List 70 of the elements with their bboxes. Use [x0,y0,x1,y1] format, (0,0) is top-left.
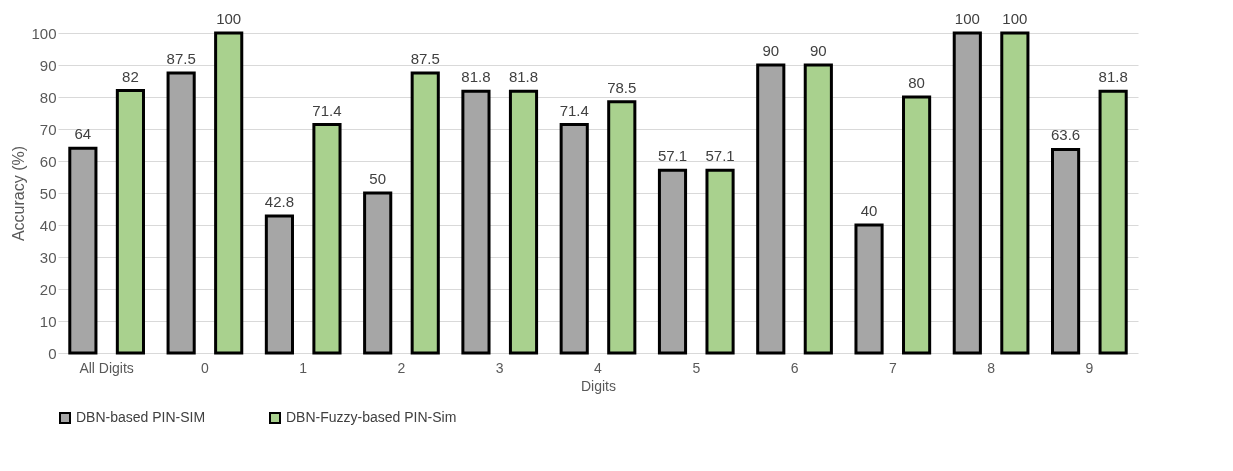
bar [166,71,196,355]
data-label: 90 [809,42,827,59]
bar [756,63,786,355]
x-tick-label: 5 [692,359,701,376]
data-label: 87.5 [166,50,196,67]
legend-label: DBN-Fuzzy-based PIN-Sim [286,409,457,425]
bar [115,89,145,355]
data-label: 100 [1002,10,1028,27]
data-label: 90 [762,42,780,59]
bar [854,223,884,355]
x-tick-label: 8 [987,359,996,376]
bar [1000,31,1030,355]
bar [363,191,393,355]
bar [607,100,637,355]
data-label: 42.8 [264,193,295,211]
data-label: 78.5 [607,78,637,96]
x-axis-title: Digits [580,377,617,394]
legend-label: DBN-based PIN-SIM [76,409,206,425]
bar [312,123,342,355]
bar [214,31,244,355]
y-tick-label: 80 [39,88,57,106]
x-tick-label: 4 [594,359,603,376]
data-label: 100 [954,10,980,27]
x-tick-label: All Digits [79,359,134,376]
bar [902,95,932,355]
y-tick-label: 90 [39,56,57,74]
data-label: 57.1 [705,147,735,165]
data-label: 82 [122,67,139,85]
data-label: 57.1 [657,147,688,165]
data-label: 81.8 [461,68,491,86]
y-tick-label: 20 [39,280,57,298]
data-label: 80 [908,74,925,91]
bar [461,89,491,355]
y-tick-label: 100 [31,24,57,42]
y-axis-title: Accuracy (%) [10,145,28,242]
bar [410,71,440,355]
x-tick-label: 0 [201,359,210,376]
x-tick-label: 9 [1085,359,1094,376]
data-label: 64 [74,125,92,143]
data-label: 40 [860,202,878,219]
y-tick-label: 10 [39,312,57,330]
y-tick-label: 30 [39,248,57,266]
x-tick-label: 2 [397,359,406,376]
bar [264,214,294,355]
bar [952,31,982,355]
y-tick-label: 40 [39,216,57,234]
x-tick-label: 7 [888,359,897,376]
bar [1098,89,1128,355]
y-tick-label: 50 [39,184,57,202]
x-tick-label: 6 [790,359,799,376]
bar [508,89,539,355]
data-label: 71.4 [312,101,342,119]
data-label: 71.4 [559,101,589,119]
bar [705,168,735,355]
data-label: 63.6 [1050,126,1081,144]
data-label: 100 [216,10,242,27]
bar [1051,147,1081,355]
data-label: 87.5 [410,50,440,67]
data-label: 81.8 [1098,68,1128,86]
bar [559,123,589,355]
bar [803,63,833,355]
x-tick-label: 3 [495,359,504,376]
bar [657,168,688,355]
x-tick-label: 1 [299,359,308,376]
bar [68,146,98,355]
y-tick-label: 0 [48,344,57,362]
y-tick-label: 60 [39,152,57,170]
data-label: 50 [369,170,387,187]
data-label: 81.8 [508,68,539,86]
y-tick-label: 70 [39,120,57,138]
